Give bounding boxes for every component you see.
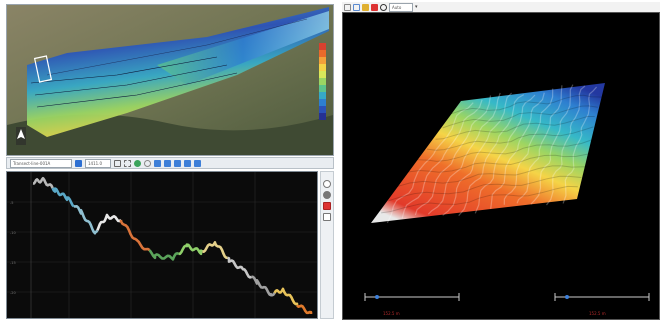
chevron-down-icon[interactable]: ▾ bbox=[415, 4, 418, 10]
legend-swatch bbox=[319, 78, 326, 85]
ridge-shadow bbox=[435, 116, 595, 140]
ridge-line bbox=[427, 92, 501, 215]
legend-swatch bbox=[319, 113, 326, 120]
ridge-line bbox=[414, 95, 492, 216]
track-segment bbox=[178, 243, 203, 256]
left-scale bbox=[364, 293, 460, 301]
prev-icon[interactable] bbox=[154, 159, 161, 167]
surface-3d[interactable] bbox=[343, 13, 659, 319]
settings-icon[interactable] bbox=[144, 159, 151, 167]
satellite-map[interactable] bbox=[7, 5, 333, 155]
ridge-line bbox=[516, 85, 563, 204]
ridge-line bbox=[562, 86, 598, 204]
ridge-shadow bbox=[416, 139, 593, 162]
profile-side-toolbar bbox=[320, 171, 334, 319]
right-scale bbox=[554, 293, 650, 301]
track-segment bbox=[296, 304, 313, 315]
ridge-line bbox=[386, 102, 474, 224]
ridge-line bbox=[546, 85, 586, 206]
track-segment bbox=[51, 187, 75, 208]
play-right-icon[interactable] bbox=[184, 159, 191, 167]
ridge-shadow bbox=[395, 165, 587, 188]
ridge-line bbox=[458, 94, 525, 216]
check-icon[interactable] bbox=[362, 3, 369, 11]
circle-icon[interactable] bbox=[380, 3, 387, 11]
view-dropdown[interactable]: Auto bbox=[389, 2, 413, 12]
depth-track bbox=[32, 176, 313, 315]
info-icon[interactable] bbox=[114, 159, 121, 167]
ridge-shadow bbox=[388, 175, 582, 202]
track-segment bbox=[73, 204, 99, 235]
ridge-line bbox=[503, 88, 554, 205]
legend-swatch bbox=[319, 43, 326, 50]
north-arrow-icon bbox=[16, 127, 26, 145]
profile-plot[interactable]: -5 -10 -15 -20 bbox=[6, 171, 318, 319]
profile-svg: -5 -10 -15 -20 bbox=[7, 172, 317, 318]
track-segment bbox=[273, 287, 299, 306]
ridge-shadow bbox=[426, 126, 594, 151]
grid-icon[interactable] bbox=[353, 3, 360, 11]
transect-name-field[interactable]: Transect-line-001A bbox=[10, 158, 72, 168]
legend-swatch bbox=[319, 106, 326, 113]
next-icon[interactable] bbox=[194, 159, 201, 167]
selection-box[interactable] bbox=[33, 55, 53, 83]
surface-ridges bbox=[381, 84, 603, 224]
svg-text:-20: -20 bbox=[10, 291, 16, 295]
select-icon[interactable] bbox=[344, 3, 351, 11]
ridge-line bbox=[442, 92, 513, 216]
ridge-line bbox=[490, 92, 545, 209]
circle-icon[interactable] bbox=[323, 180, 331, 188]
legend-swatch bbox=[319, 57, 326, 64]
right-scale-readout: 152.5 m bbox=[589, 311, 606, 316]
track-segment bbox=[148, 249, 180, 261]
ridge-shadow bbox=[405, 153, 591, 173]
legend-swatch bbox=[319, 92, 326, 99]
ridge-line bbox=[401, 99, 483, 219]
track-segment bbox=[119, 219, 151, 252]
play-left-icon[interactable] bbox=[164, 159, 171, 167]
ridge-shadow bbox=[381, 185, 578, 214]
zoom-box-icon[interactable] bbox=[124, 159, 131, 167]
ridge-shadow bbox=[450, 94, 603, 115]
legend-swatch bbox=[319, 50, 326, 57]
map-view[interactable] bbox=[6, 4, 334, 156]
value-field[interactable]: 1411.0 bbox=[85, 158, 111, 168]
track-segment bbox=[227, 256, 252, 279]
ridge-shadow bbox=[442, 105, 598, 129]
view3d[interactable]: 152.5 m 152.5 m bbox=[342, 12, 660, 320]
view3d-toolbar: Auto ▾ bbox=[342, 2, 660, 12]
play-icon[interactable] bbox=[174, 159, 181, 167]
record-icon[interactable] bbox=[323, 191, 331, 199]
add-icon[interactable] bbox=[134, 159, 141, 167]
ridge-line bbox=[530, 84, 574, 205]
svg-text:-15: -15 bbox=[10, 261, 16, 265]
legend-swatch bbox=[319, 99, 326, 106]
close-icon[interactable] bbox=[323, 202, 331, 210]
track-segment bbox=[32, 176, 54, 189]
left-scale-readout: 152.5 m bbox=[383, 311, 400, 316]
legend-swatch bbox=[319, 85, 326, 92]
track-segment bbox=[251, 275, 276, 297]
legend-swatch bbox=[319, 64, 326, 71]
pin-icon[interactable] bbox=[75, 159, 82, 167]
ridge-line bbox=[474, 94, 536, 214]
svg-text:-5: -5 bbox=[10, 201, 14, 205]
track-segment bbox=[202, 241, 228, 260]
square-icon[interactable] bbox=[323, 213, 331, 221]
close-icon[interactable] bbox=[371, 3, 378, 11]
map-toolbar: Transect-line-001A 1411.0 bbox=[6, 157, 334, 169]
legend-swatch bbox=[319, 71, 326, 78]
depth-legend bbox=[319, 43, 326, 120]
svg-text:-10: -10 bbox=[10, 231, 16, 235]
track-segment bbox=[96, 213, 122, 231]
